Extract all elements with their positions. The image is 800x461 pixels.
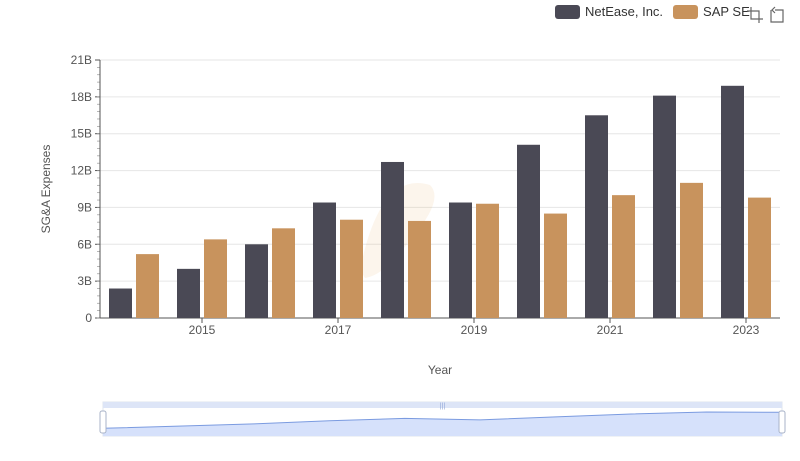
bar-netease — [721, 85, 744, 318]
y-tick-label: 6B — [77, 237, 92, 251]
zoom-slider-grip-icon: ||| — [440, 403, 446, 410]
bar-netease — [653, 95, 676, 318]
legend-item-sap[interactable]: SAP SE — [673, 4, 750, 19]
x-tick-label: 2015 — [189, 323, 216, 337]
zoom-reset-icon[interactable] — [767, 6, 785, 24]
x-tick-label: 2019 — [461, 323, 488, 337]
legend-label-netease: NetEase, Inc. — [585, 4, 664, 19]
bar-netease — [245, 244, 268, 318]
bar-sap — [544, 213, 567, 318]
bar-netease — [585, 115, 608, 319]
bar-sap — [340, 219, 363, 318]
y-tick-label: 15B — [71, 127, 92, 141]
y-tick-label: 0 — [85, 311, 92, 325]
zoom-slider-left-handle[interactable] — [99, 410, 107, 434]
bar-sap — [136, 254, 159, 318]
bar-sap — [204, 239, 227, 318]
legend-swatch-sap — [673, 4, 699, 19]
x-tick-label: 2017 — [325, 323, 352, 337]
y-tick-label: 3B — [77, 274, 92, 288]
bar-netease — [313, 202, 336, 318]
chart-toolbar — [746, 6, 785, 24]
y-tick-label: 9B — [77, 200, 92, 214]
legend: NetEase, Inc. SAP SE — [555, 4, 760, 19]
y-tick-label: 21B — [71, 53, 92, 67]
zoom-slider-preview-area — [103, 412, 782, 436]
bar-netease — [109, 288, 132, 318]
bar-sap — [476, 203, 499, 318]
x-axis-label: Year — [428, 363, 452, 377]
bar-sap — [612, 195, 635, 318]
x-tick-label: 2023 — [733, 323, 760, 337]
legend-item-netease[interactable]: NetEase, Inc. — [555, 4, 663, 19]
legend-label-sap: SAP SE — [703, 4, 750, 19]
bar-sap — [748, 197, 771, 318]
bar-netease — [449, 202, 472, 318]
y-axis-label: SG&A Expenses — [39, 145, 53, 234]
bar-netease — [517, 144, 540, 318]
bar-netease — [381, 161, 404, 318]
y-tick-label: 18B — [71, 90, 92, 104]
zoom-slider-handle-bar — [103, 402, 782, 408]
bar-sap — [408, 220, 431, 318]
zoom-select-icon[interactable] — [746, 6, 764, 24]
legend-swatch-netease — [555, 4, 580, 19]
bar-sap — [680, 182, 703, 318]
bar-sap — [272, 228, 295, 318]
zoom-slider-preview-line — [102, 411, 783, 429]
x-tick-label: 2021 — [597, 323, 624, 337]
bar-netease — [177, 268, 200, 318]
y-tick-label: 12B — [71, 164, 92, 178]
zoom-slider-right-handle[interactable] — [778, 410, 786, 434]
